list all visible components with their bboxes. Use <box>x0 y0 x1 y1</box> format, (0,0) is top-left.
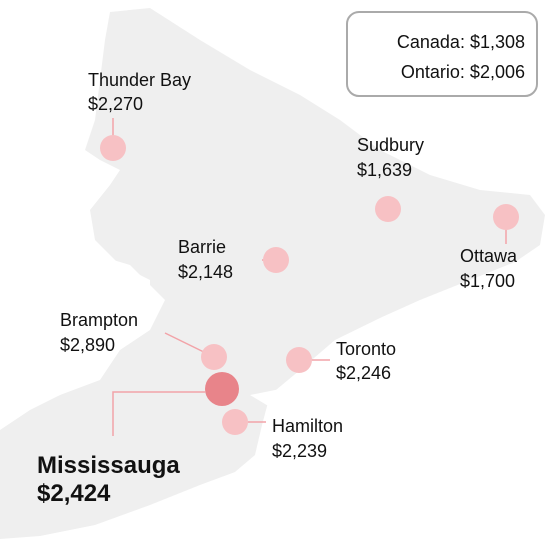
lake <box>250 360 440 410</box>
city-dot <box>100 135 126 161</box>
lake <box>0 240 165 420</box>
city-name: Toronto <box>336 339 396 359</box>
city-name: Hamilton <box>272 416 343 436</box>
legend-line: Ontario: $2,006 <box>401 62 525 82</box>
province-shape <box>0 8 545 539</box>
city-value: $2,246 <box>336 363 391 383</box>
city-name: Sudbury <box>357 135 424 155</box>
leader-line <box>112 391 205 436</box>
legend-line: Canada: $1,308 <box>397 32 525 52</box>
city-dot <box>286 347 312 373</box>
city-dot <box>263 247 289 273</box>
legend-box <box>346 11 538 97</box>
city-dot <box>222 409 248 435</box>
city-value: $2,270 <box>88 94 143 114</box>
city-value: $2,239 <box>272 441 327 461</box>
city-name: Barrie <box>178 237 226 257</box>
city-value: $1,639 <box>357 160 412 180</box>
city-value: $2,890 <box>60 335 115 355</box>
city-value: $2,148 <box>178 262 233 282</box>
city-value: $1,700 <box>460 271 515 291</box>
city-name: Ottawa <box>460 246 518 266</box>
city-dot-highlight <box>205 372 239 406</box>
city-dot <box>201 344 227 370</box>
lake <box>180 455 340 515</box>
city-value: $2,424 <box>37 480 111 507</box>
lake <box>0 140 90 215</box>
city-name: Mississauga <box>37 452 180 479</box>
city-dot <box>493 204 519 230</box>
city-name: Thunder Bay <box>88 70 191 90</box>
city-dot <box>375 196 401 222</box>
city-name: Brampton <box>60 310 138 330</box>
